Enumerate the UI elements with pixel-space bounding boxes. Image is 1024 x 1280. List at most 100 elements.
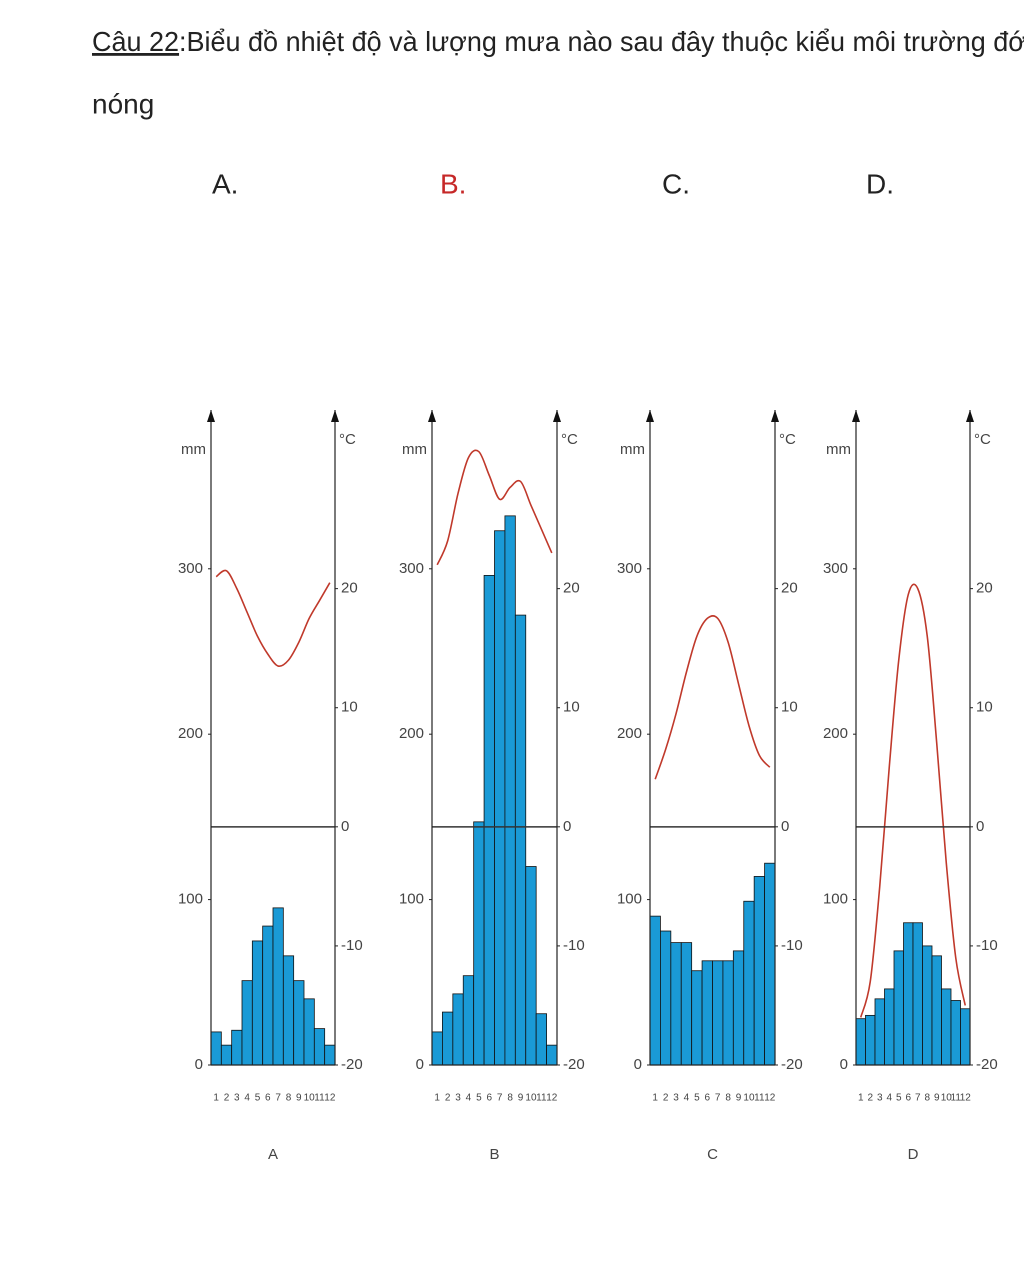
month-label: 9 bbox=[934, 1093, 940, 1104]
month-label: 12 bbox=[546, 1093, 558, 1104]
y2-tick-label: -20 bbox=[976, 1056, 998, 1073]
month-label: 5 bbox=[896, 1093, 902, 1104]
month-label: 9 bbox=[518, 1093, 524, 1104]
month-label: 12 bbox=[324, 1093, 336, 1104]
month-label: 10 bbox=[304, 1093, 316, 1104]
rainfall-bar bbox=[324, 1044, 336, 1066]
y2-tick-label: 20 bbox=[976, 580, 993, 597]
y2-tick-label: 20 bbox=[563, 580, 580, 597]
rainfall-bar bbox=[525, 866, 537, 1066]
y2-axis-label: °C bbox=[561, 431, 578, 448]
rainfall-bar bbox=[701, 960, 713, 1066]
rainfall-bar bbox=[950, 1000, 961, 1066]
rainfall-bar bbox=[670, 942, 682, 1066]
month-label: 12 bbox=[960, 1093, 972, 1104]
option-label: A. bbox=[212, 168, 238, 199]
month-label: 4 bbox=[684, 1093, 690, 1104]
y-tick-label: 200 bbox=[617, 725, 642, 742]
rainfall-bar bbox=[903, 922, 914, 1066]
month-label: 1 bbox=[434, 1093, 440, 1104]
y-tick-label: 0 bbox=[195, 1056, 203, 1073]
rainfall-bar bbox=[884, 988, 895, 1066]
month-label: 9 bbox=[736, 1093, 742, 1104]
rainfall-bar bbox=[210, 1031, 222, 1066]
question-text: :Biểu đồ nhiệt độ và lượng mưa nào sau đ… bbox=[179, 26, 1024, 57]
y-tick-label: 200 bbox=[823, 725, 848, 742]
month-label: 6 bbox=[487, 1093, 493, 1104]
y2-tick-label: -10 bbox=[341, 937, 363, 954]
month-label: 10 bbox=[941, 1093, 953, 1104]
rainfall-bar bbox=[660, 930, 672, 1066]
rainfall-bar bbox=[712, 960, 724, 1066]
y2-tick-label: 20 bbox=[341, 580, 358, 597]
y2-tick-label: 10 bbox=[976, 699, 993, 716]
y2-axis-label: °C bbox=[339, 431, 356, 448]
month-label: 2 bbox=[663, 1093, 669, 1104]
month-label: 3 bbox=[455, 1093, 461, 1104]
rainfall-bar bbox=[431, 1031, 443, 1066]
rainfall-bar bbox=[442, 1011, 454, 1066]
month-label: 1 bbox=[213, 1093, 219, 1104]
left-arrow bbox=[207, 410, 215, 422]
rainfall-bar bbox=[483, 575, 495, 1066]
y2-tick-label: -20 bbox=[563, 1056, 585, 1073]
y-tick-label: 100 bbox=[823, 891, 848, 908]
y-tick-label: 300 bbox=[178, 560, 203, 577]
month-label: 11 bbox=[314, 1093, 325, 1104]
month-label: 8 bbox=[286, 1093, 292, 1104]
question: Câu 22:Biểu đồ nhiệt độ và lượng mưa nào… bbox=[92, 26, 1024, 57]
month-label: 4 bbox=[886, 1093, 892, 1104]
month-label: 12 bbox=[764, 1093, 776, 1104]
y2-tick-label: -20 bbox=[781, 1056, 803, 1073]
month-label: 7 bbox=[275, 1093, 281, 1104]
rainfall-bar bbox=[231, 1029, 243, 1066]
rainfall-bar bbox=[855, 1018, 866, 1066]
chart-caption: A bbox=[268, 1146, 278, 1163]
month-label: 5 bbox=[694, 1093, 700, 1104]
month-label: 7 bbox=[915, 1093, 921, 1104]
rainfall-bar bbox=[649, 915, 661, 1066]
rainfall-bar bbox=[922, 945, 933, 1066]
y-tick-label: 100 bbox=[617, 891, 642, 908]
rainfall-bar bbox=[874, 998, 885, 1066]
rainfall-bar bbox=[546, 1044, 558, 1066]
y-tick-label: 100 bbox=[178, 891, 203, 908]
y-tick-label: 0 bbox=[634, 1056, 642, 1073]
month-label: 8 bbox=[725, 1093, 731, 1104]
month-label: 11 bbox=[951, 1093, 962, 1104]
y-tick-label: 200 bbox=[178, 725, 203, 742]
rainfall-bar bbox=[912, 922, 923, 1066]
option-label: D. bbox=[866, 168, 894, 199]
rainfall-bar bbox=[753, 876, 765, 1066]
rainfall-bar bbox=[931, 955, 942, 1066]
chart-caption: D bbox=[908, 1146, 919, 1163]
chart-caption: B bbox=[489, 1146, 499, 1163]
y-tick-label: 100 bbox=[399, 891, 424, 908]
rainfall-bar bbox=[941, 988, 952, 1066]
month-label: 6 bbox=[905, 1093, 911, 1104]
y-tick-label: 300 bbox=[823, 560, 848, 577]
rainfall-bar bbox=[865, 1014, 876, 1066]
rainfall-bar bbox=[220, 1044, 233, 1066]
temperature-line bbox=[215, 569, 331, 668]
question-text-wrap: nóng bbox=[92, 88, 154, 119]
rainfall-bar bbox=[764, 862, 776, 1066]
rainfall-bar bbox=[262, 925, 274, 1066]
left-arrow bbox=[852, 410, 860, 422]
rainfall-bar bbox=[680, 942, 693, 1066]
month-label: 4 bbox=[466, 1093, 472, 1104]
y2-tick-label: 10 bbox=[781, 699, 798, 716]
rainfall-bar bbox=[691, 970, 703, 1066]
rainfall-bar bbox=[535, 1013, 547, 1066]
y2-tick-label: 0 bbox=[976, 818, 984, 835]
y2-tick-label: 10 bbox=[563, 699, 580, 716]
month-label: 8 bbox=[924, 1093, 930, 1104]
option-label: B. bbox=[440, 168, 466, 199]
y2-tick-label: 0 bbox=[781, 818, 789, 835]
month-label: 6 bbox=[265, 1093, 271, 1104]
y2-tick-label: -20 bbox=[341, 1056, 363, 1073]
y2-tick-label: 20 bbox=[781, 580, 798, 597]
month-label: 10 bbox=[525, 1093, 537, 1104]
month-label: 6 bbox=[705, 1093, 711, 1104]
